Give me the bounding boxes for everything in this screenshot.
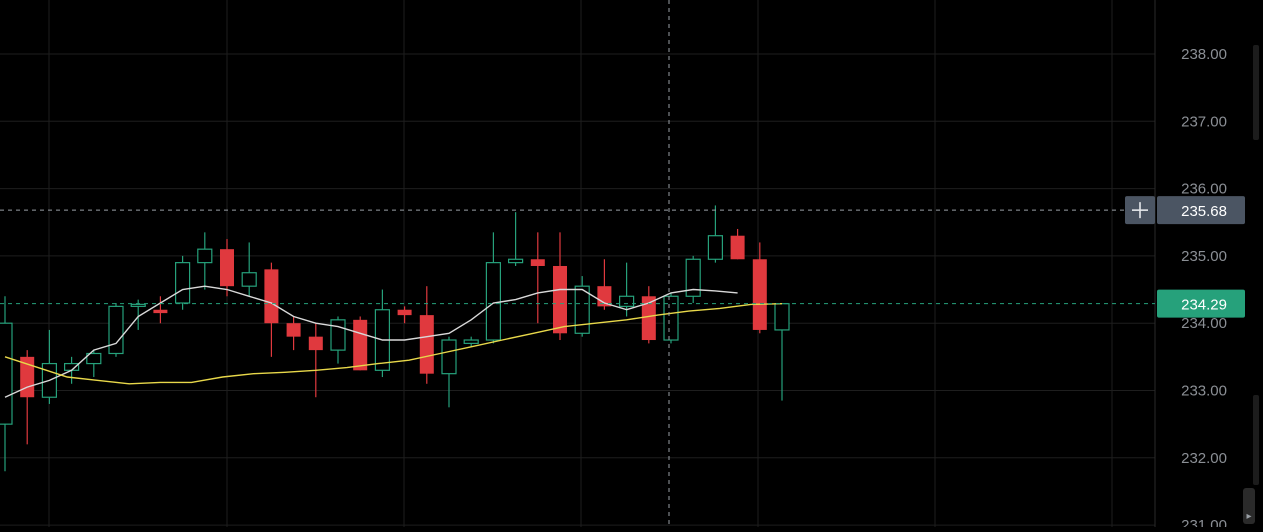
y-tick-label: 238.00 (1181, 46, 1227, 63)
candle-body-down (220, 249, 234, 287)
price-axis: 238.00 237.00 236.00 235.00 234.00 233.00 232.… (1181, 46, 1227, 532)
candle-body-up (685, 258, 701, 297)
candle-body-down (530, 259, 545, 266)
y-tick-label: 236.00 (1181, 181, 1227, 198)
scroll-arrow-icon[interactable]: ▸ (1243, 488, 1255, 524)
candle-body-up (197, 248, 213, 264)
candle-body-up (0, 322, 13, 425)
candle-body-up (774, 303, 790, 331)
candle-body-up (330, 319, 346, 351)
candle-body-up (707, 235, 724, 260)
ma-slow-line (4, 303, 783, 385)
y-tick-label: 237.00 (1181, 113, 1227, 130)
y-tick-label: 233.00 (1181, 383, 1227, 400)
candle-body-up (663, 295, 679, 341)
candle-body-down (730, 235, 745, 260)
candle-body-up (485, 262, 501, 341)
candle-body-up (130, 303, 146, 307)
candle-body-down (20, 356, 35, 398)
candle-body-down (353, 319, 368, 371)
candle-body-up (618, 295, 635, 307)
price-scale-scrollbar[interactable] (1241, 0, 1263, 527)
scroll-handle-top[interactable] (1253, 45, 1259, 140)
candle-body-up (574, 285, 590, 334)
y-tick-label: 232.00 (1181, 450, 1227, 467)
candle-body-up (463, 339, 479, 344)
last-price-label: 234.29 (1181, 297, 1227, 314)
crosshair-price-tag (1157, 196, 1245, 225)
y-tick-label: 231.00 (1181, 517, 1227, 527)
candle-body-down (308, 336, 323, 351)
candle-body-up (86, 352, 102, 365)
candle-body-down (419, 315, 434, 374)
scroll-handle-bottom[interactable] (1253, 395, 1259, 485)
candle-body-up (441, 339, 457, 375)
candle-body-up (241, 272, 257, 287)
candle-body-down (553, 265, 567, 334)
last-price-tag (1157, 289, 1245, 318)
grid-group (0, 0, 1155, 527)
candles-group (0, 205, 790, 472)
candle-body-up (63, 362, 80, 371)
candle-body-down (153, 309, 168, 314)
y-tick-label: 235.00 (1181, 248, 1227, 265)
crosshair-price-label: 235.68 (1181, 203, 1227, 220)
candle-body-down (264, 269, 279, 324)
candle-body-up (508, 258, 524, 264)
candle-body-up (108, 305, 124, 355)
candle-body-down (286, 323, 301, 337)
ma-fast-line (4, 285, 738, 398)
candle-body-down (752, 259, 767, 330)
y-tick-label: 234.00 (1181, 315, 1227, 332)
candle-body-up (175, 262, 191, 304)
candle-body-down (641, 296, 656, 341)
candle-body-down (397, 309, 412, 316)
